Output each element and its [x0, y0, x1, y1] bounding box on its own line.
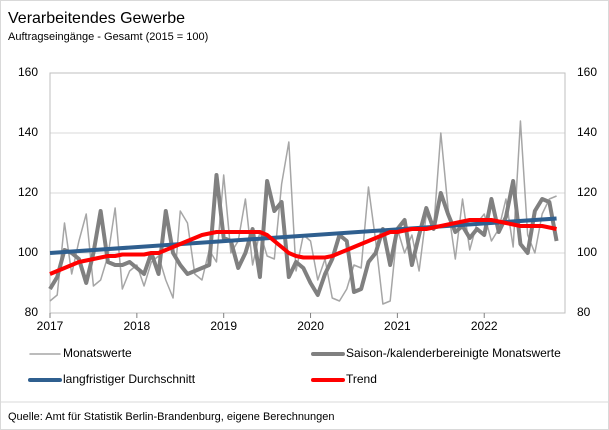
- series-line: [49, 218, 557, 276]
- series-line: [49, 216, 557, 255]
- chart-title: Verarbeitendes Gewerbe: [8, 10, 185, 27]
- x-tick-label: 2018: [123, 319, 150, 333]
- y-tick-label: 80: [25, 305, 39, 319]
- source: Quelle: Amt für Statistik Berlin-Branden…: [8, 411, 335, 423]
- x-tick-label: 2021: [384, 319, 411, 333]
- legend-label: Monatswerte: [63, 346, 132, 360]
- chart-subtitle: Auftragseingänge - Gesamt (2015 = 100): [8, 31, 208, 43]
- series-line: [48, 173, 559, 297]
- legend-label: langfristiger Durchschnitt: [63, 372, 196, 386]
- x-tick-label: 2020: [297, 319, 324, 333]
- plot-frame: [49, 72, 566, 314]
- y2-tick-label: 80: [577, 305, 591, 319]
- legend-label: Saison-/kalenderbereinigte Monatswerte: [346, 346, 561, 360]
- y-tick-label: 120: [18, 185, 38, 199]
- x-tick-label: 2022: [471, 319, 498, 333]
- y-tick-label: 160: [18, 65, 38, 79]
- x-tick-label: 2017: [37, 319, 64, 333]
- x-tick-label: 2019: [210, 319, 237, 333]
- y2-tick-label: 140: [577, 125, 597, 139]
- legend-label: Trend: [346, 372, 377, 386]
- y2-tick-label: 100: [577, 245, 597, 259]
- y-tick-label: 140: [18, 125, 38, 139]
- y2-tick-label: 120: [577, 185, 597, 199]
- y2-tick-label: 160: [577, 65, 597, 79]
- y-tick-label: 100: [18, 245, 38, 259]
